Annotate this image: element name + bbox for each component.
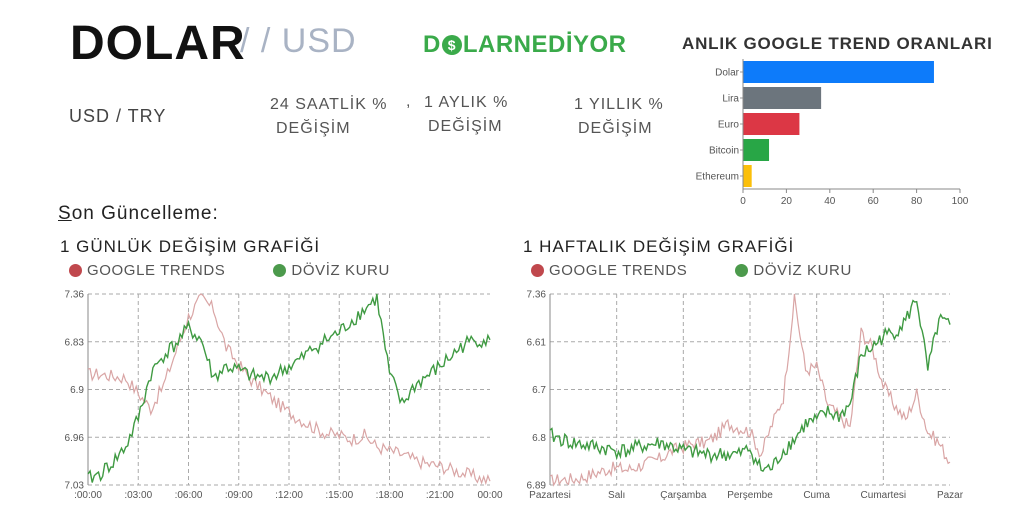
weekly-chart-legend: GOOGLE TRENDS DÖVİZ KURU bbox=[531, 262, 900, 279]
monthly-change: 1 AYLIK % DEĞİŞİM bbox=[424, 91, 534, 139]
y-tick-label: 7.36 bbox=[527, 290, 547, 301]
series-line-google-trends bbox=[87, 293, 491, 486]
yearly-change-sublabel: DEĞİŞİM bbox=[578, 120, 653, 137]
x-tick-label: Salı bbox=[608, 490, 625, 501]
daily-change-sublabel: DEĞİŞİM bbox=[276, 120, 351, 137]
stat-separator: , bbox=[406, 93, 411, 110]
trend-bar-bitcoin bbox=[743, 139, 770, 161]
monthly-change-sublabel: DEĞİŞİM bbox=[428, 118, 503, 135]
x-tick-label: :00:00 bbox=[74, 490, 102, 501]
page-subtitle: / / USD bbox=[240, 22, 357, 60]
trend-bar-ethereum bbox=[743, 165, 752, 187]
daily-chart-legend: GOOGLE TRENDS DÖVİZ KURU bbox=[69, 262, 438, 279]
series-line-doviz-kuru bbox=[87, 293, 491, 483]
series-line-google-trends bbox=[549, 293, 951, 487]
yearly-change: 1 YILLIK % DEĞİŞİM bbox=[574, 93, 684, 141]
y-tick-label: 6.96 bbox=[65, 433, 85, 444]
y-tick-label: 6.8 bbox=[532, 433, 546, 444]
yearly-change-label: 1 YILLIK % bbox=[574, 96, 664, 113]
trend-bar-label-dolar: Dolar bbox=[715, 68, 740, 79]
x-tick-label: Çarşamba bbox=[660, 490, 707, 501]
brand-text-left: D bbox=[423, 31, 441, 58]
y-tick-label: 6.7 bbox=[532, 385, 546, 396]
trend-bar-label-euro: Euro bbox=[718, 120, 740, 131]
trend-bar-label-lira: Lira bbox=[722, 94, 739, 105]
brand-logo[interactable]: D $ LARNEDİYOR bbox=[423, 31, 627, 59]
legend-label-google: GOOGLE TRENDS bbox=[87, 262, 226, 279]
x-tick-label: Cuma bbox=[803, 490, 830, 501]
trend-bar-dolar bbox=[743, 61, 934, 83]
last-update-text: on Güncelleme: bbox=[71, 203, 219, 224]
last-update-label: Son Güncelleme: bbox=[58, 203, 219, 225]
x-tick-label: Pazar bbox=[937, 490, 964, 501]
trend-chart-title: ANLIK GOOGLE TREND ORANLARI bbox=[682, 34, 993, 53]
y-tick-label: 6.9 bbox=[70, 385, 84, 396]
legend-doviz-kuru[interactable]: DÖVİZ KURU bbox=[735, 262, 852, 279]
y-tick-label: 6.89 bbox=[527, 481, 547, 492]
trend-x-tick-label: 20 bbox=[781, 196, 793, 207]
x-tick-label: :15:00 bbox=[325, 490, 353, 501]
trend-bar-lira bbox=[743, 87, 822, 109]
x-tick-label: :18:00 bbox=[376, 490, 404, 501]
trend-bar-label-bitcoin: Bitcoin bbox=[709, 146, 739, 157]
x-tick-label: :12:00 bbox=[275, 490, 303, 501]
daily-change-label: 24 SAATLİK % bbox=[270, 96, 388, 113]
weekly-chart-title: 1 HAFTALIK DEĞİŞİM GRAFİĞİ bbox=[523, 237, 795, 256]
daily-chart-title: 1 GÜNLÜK DEĞİŞİM GRAFİĞİ bbox=[60, 237, 321, 256]
legend-dot-google bbox=[531, 264, 544, 277]
trend-x-tick-label: 100 bbox=[952, 196, 969, 207]
legend-google-trends[interactable]: GOOGLE TRENDS bbox=[69, 262, 225, 279]
legend-dot-google bbox=[69, 264, 82, 277]
legend-label-doviz: DÖVİZ KURU bbox=[753, 262, 852, 279]
trend-bar-euro bbox=[743, 113, 800, 135]
y-tick-label: 7.03 bbox=[65, 481, 85, 492]
x-tick-label: Cumartesi bbox=[861, 490, 907, 501]
legend-google-trends[interactable]: GOOGLE TRENDS bbox=[531, 262, 687, 279]
currency-pair: USD / TRY bbox=[69, 106, 167, 126]
legend-doviz-kuru[interactable]: DÖVİZ KURU bbox=[273, 262, 390, 279]
trend-bar-label-ethereum: Ethereum bbox=[696, 172, 739, 183]
legend-dot-doviz bbox=[735, 264, 749, 277]
trend-x-tick-label: 60 bbox=[868, 196, 880, 207]
page-title: DOLAR bbox=[70, 17, 246, 70]
x-tick-label: :09:00 bbox=[225, 490, 253, 501]
y-tick-label: 6.83 bbox=[65, 337, 85, 348]
legend-label-doviz: DÖVİZ KURU bbox=[291, 262, 390, 279]
trend-x-tick-label: 80 bbox=[911, 196, 923, 207]
series-line-doviz-kuru bbox=[549, 299, 951, 472]
monthly-change-label: 1 AYLIK % bbox=[424, 94, 509, 111]
x-tick-label: Pazartesi bbox=[529, 490, 571, 501]
x-tick-label: Perşembe bbox=[727, 490, 773, 501]
x-tick-label: 00:00 bbox=[477, 490, 502, 501]
last-update-initial: S bbox=[58, 203, 72, 224]
x-tick-label: :03:00 bbox=[124, 490, 152, 501]
legend-label-google: GOOGLE TRENDS bbox=[549, 262, 688, 279]
legend-dot-doviz bbox=[273, 264, 287, 277]
trend-x-tick-label: 0 bbox=[740, 196, 746, 207]
y-tick-label: 7.36 bbox=[65, 290, 85, 301]
trend-x-tick-label: 40 bbox=[824, 196, 836, 207]
x-tick-label: :06:00 bbox=[175, 490, 203, 501]
google-trend-bar-chart: Dolar Lira Euro Bitcoin Ethereum 0 20 40 60 80 100 bbox=[696, 59, 969, 207]
y-tick-label: 6.61 bbox=[527, 337, 547, 348]
daily-change: 24 SAATLİK % DEĞİŞİM bbox=[270, 93, 400, 141]
x-tick-label: :21:00 bbox=[426, 490, 454, 501]
dollar-coin-icon: $ bbox=[441, 35, 462, 55]
daily-line-chart: 7.36 6.83 6.9 6.96 7.03:00:00 :03:00 :06:00 :09… bbox=[65, 290, 503, 502]
brand-text-right: LARNEDİYOR bbox=[462, 31, 627, 58]
